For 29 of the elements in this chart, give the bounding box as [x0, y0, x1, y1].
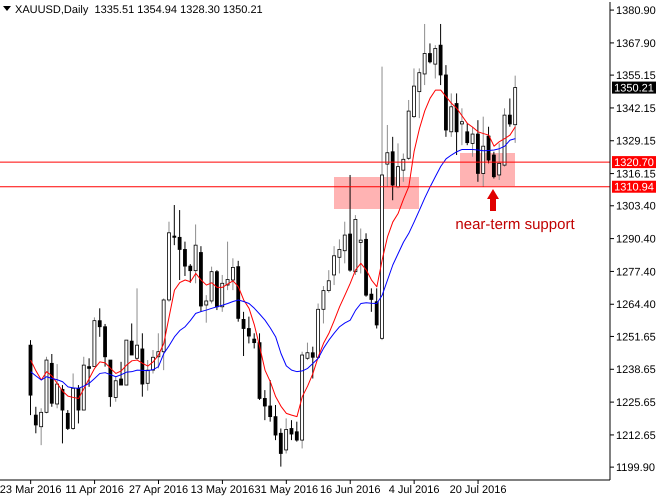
annotation: near-term support [455, 216, 576, 233]
x-tick-label: 4 Jul 2016 [388, 484, 440, 496]
y-tick-label: 1225.65 [616, 397, 656, 410]
text: 1350.21 [614, 82, 654, 95]
x-tick-label: 13 May 2016 [190, 484, 254, 496]
y-tick-label: 1277.40 [616, 266, 656, 278]
y-tick-label: 1380.90 [616, 4, 656, 17]
y-tick-label: 1316.15 [616, 168, 656, 180]
ref-line-label: 1310.94 [614, 182, 654, 194]
y-tick-label: 1303.40 [616, 200, 656, 213]
x-tick-label: 20 Jul 2016 [450, 484, 506, 496]
chart-title: XAUUSD,Daily 1335.51 1354.94 1328.30 1350.21 [15, 4, 263, 16]
y-tick-label: 1290.40 [616, 234, 656, 246]
y-tick-label: 1264.40 [616, 299, 656, 312]
y-tick-label: 1238.65 [616, 364, 656, 376]
x-tick-label: 23 Mar 2016 [0, 484, 62, 496]
ref-line-label: 1320.70 [614, 157, 654, 170]
candlestick [34, 406, 38, 434]
y-tick-label: 1342.15 [616, 102, 656, 115]
x-tick-label: 11 Apr 2016 [65, 484, 124, 496]
y-tick-label: 1329.15 [616, 136, 656, 148]
x-tick-label: 27 Apr 2016 [128, 484, 188, 496]
y-tick-label: 1355.15 [616, 70, 656, 82]
x-tick-label: 31 May 2016 [254, 484, 318, 496]
y-tick-label: 1212.65 [616, 430, 656, 442]
y-tick-label: 1367.90 [616, 38, 656, 50]
y-tick-label: 1199.90 [616, 462, 655, 474]
y-tick-label: 1251.65 [616, 331, 656, 344]
x-tick-label: 16 Jun 2016 [320, 484, 381, 496]
